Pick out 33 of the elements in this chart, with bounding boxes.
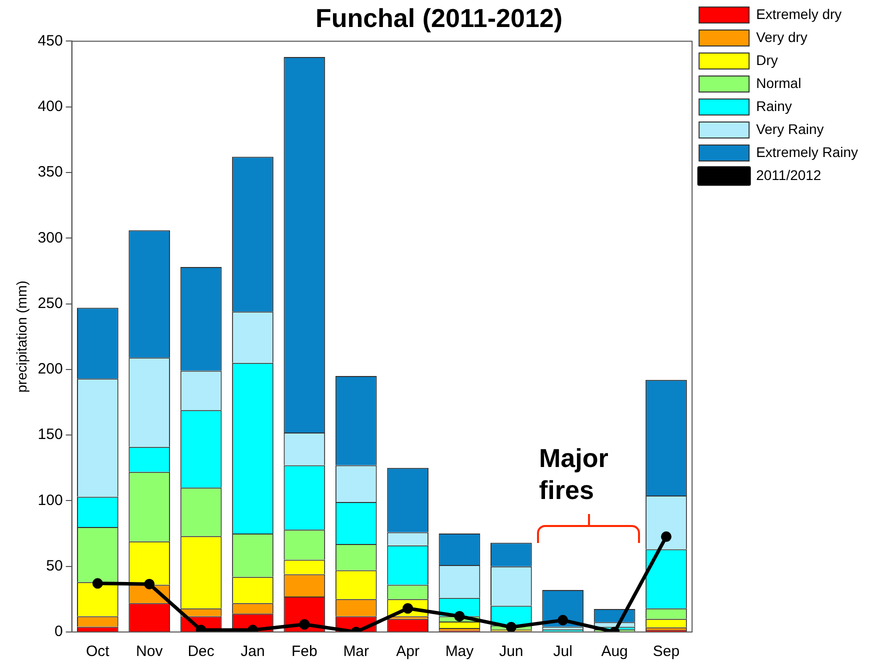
legend-label: Normal — [756, 74, 802, 91]
x-tick-label: Feb — [291, 643, 318, 660]
legend-label: Rainy — [756, 98, 792, 114]
x-tick-label: Apr — [396, 643, 420, 660]
y-tick-label: 450 — [38, 32, 63, 50]
y-tick-label: 0 — [54, 623, 63, 640]
x-tick-label: Jun — [499, 643, 524, 660]
x-tick-label: Jan — [240, 643, 265, 660]
x-tick-label: Dec — [188, 643, 215, 660]
x-tick-label: Sep — [652, 643, 680, 660]
legend-label: Very Rainy — [756, 120, 824, 137]
x-tick-label: Oct — [86, 643, 110, 660]
y-axis-title: precipitation (mm) — [13, 280, 30, 393]
legend-label: Extremely Rainy — [756, 144, 858, 160]
legend-label: 2011/2012 — [756, 166, 822, 183]
y-tick-label: 50 — [46, 557, 63, 574]
y-tick-label: 300 — [38, 229, 63, 246]
x-tick-label: Nov — [136, 643, 164, 660]
x-tick-label: Aug — [601, 643, 628, 660]
x-tick-label: Jul — [553, 643, 572, 660]
x-tick-label: Mar — [343, 643, 370, 660]
legend-label: Dry — [756, 52, 778, 68]
y-tick-label: 350 — [38, 164, 63, 181]
y-tick-label: 250 — [38, 294, 63, 312]
annotation: Major fires — [539, 442, 610, 506]
y-tick-label: 150 — [38, 426, 63, 444]
y-tick-label: 400 — [38, 98, 63, 115]
x-tick-label: May — [445, 643, 474, 660]
y-tick-label: 100 — [38, 492, 63, 509]
legend-label: Very dry — [756, 28, 808, 45]
legend-label: Extremely dry — [756, 6, 842, 22]
y-tick-label: 200 — [38, 360, 63, 378]
chart-title: Funchal (2011-2012) — [315, 2, 563, 33]
